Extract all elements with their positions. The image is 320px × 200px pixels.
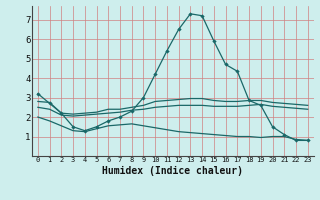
X-axis label: Humidex (Indice chaleur): Humidex (Indice chaleur) bbox=[102, 166, 243, 176]
